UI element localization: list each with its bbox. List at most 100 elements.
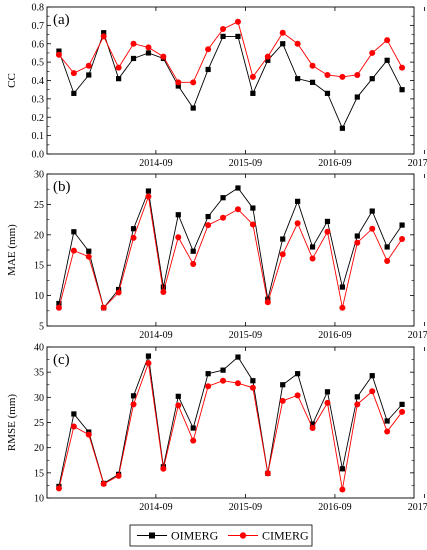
data-point-oimerg — [399, 401, 405, 407]
data-point-oimerg — [339, 284, 345, 290]
data-point-cimerg — [115, 472, 122, 479]
data-point-cimerg — [190, 437, 197, 444]
data-point-oimerg — [101, 30, 107, 36]
x-tick-label: 2017-09 — [408, 330, 427, 341]
data-point-oimerg — [145, 50, 152, 56]
legend-label-oimerg: OIMERG — [171, 529, 219, 543]
data-point-oimerg — [369, 208, 375, 214]
data-point-oimerg — [324, 90, 331, 96]
data-point-cimerg — [369, 49, 376, 56]
data-point-cimerg — [369, 225, 376, 232]
data-point-oimerg — [205, 213, 211, 220]
data-point-cimerg — [175, 79, 182, 86]
data-point-cimerg — [100, 33, 107, 40]
data-point-oimerg — [309, 421, 316, 427]
data-point-oimerg — [71, 411, 77, 417]
data-point-oimerg — [280, 236, 286, 242]
data-point-cimerg — [309, 425, 316, 432]
y-tick-label: 0.1 — [32, 131, 45, 142]
data-point-cimerg — [55, 51, 62, 58]
data-point-oimerg — [324, 389, 331, 395]
data-point-cimerg — [264, 53, 271, 60]
data-point-cimerg — [279, 251, 286, 258]
data-point-cimerg — [160, 53, 167, 60]
data-point-oimerg — [86, 72, 92, 78]
data-point-cimerg — [279, 29, 286, 36]
data-point-oimerg — [354, 394, 360, 400]
data-point-oimerg — [175, 83, 181, 89]
data-point-oimerg — [295, 371, 301, 377]
data-point-oimerg — [399, 222, 405, 228]
y-axis-label: MAE (mm) — [6, 224, 18, 276]
x-tick-label: 2016-09 — [318, 158, 351, 169]
x-tick-label: 2016-09 — [318, 502, 351, 513]
data-point-oimerg — [235, 185, 241, 191]
legend-label-cimerg: CIMERG — [262, 529, 309, 543]
data-point-cimerg — [399, 64, 406, 71]
panel-label: (c) — [53, 352, 70, 368]
panel-1: 0.0 0.1 0.2 0.3 0.4 0.5 0.6 0.7 0.8 2014-09 2015-0… — [6, 3, 427, 170]
data-point-cimerg — [309, 255, 316, 262]
plot-frame — [46, 6, 415, 155]
data-point-cimerg — [160, 465, 167, 472]
data-point-cimerg — [264, 299, 271, 306]
data-point-cimerg — [384, 37, 391, 44]
x-tick-label: 2014-09 — [139, 158, 172, 169]
data-point-oimerg — [324, 218, 331, 225]
data-point-cimerg — [175, 234, 182, 241]
data-point-cimerg — [249, 384, 256, 391]
data-point-cimerg — [190, 260, 197, 267]
data-point-cimerg — [234, 206, 241, 213]
data-point-cimerg — [294, 40, 301, 47]
data-point-oimerg — [369, 373, 375, 379]
legend-marker-cimerg — [239, 532, 247, 539]
x-tick-label: 2014-09 — [139, 502, 172, 513]
data-point-oimerg — [130, 55, 137, 62]
data-point-cimerg — [324, 399, 331, 406]
data-point-cimerg — [205, 383, 212, 390]
y-tick-label: 30 — [34, 170, 44, 181]
data-point-cimerg — [339, 73, 346, 80]
data-point-cimerg — [220, 214, 227, 221]
data-point-cimerg — [70, 70, 77, 77]
data-point-oimerg — [309, 79, 316, 85]
y-tick-label: 25 — [34, 200, 44, 211]
data-point-oimerg — [280, 41, 286, 47]
data-point-cimerg — [354, 71, 361, 78]
data-point-oimerg — [175, 212, 181, 218]
y-axis-label: CC — [6, 73, 18, 88]
data-point-oimerg — [116, 76, 122, 82]
x-tick-label: 2014-09 — [139, 330, 172, 341]
y-tick-label: 15 — [34, 261, 44, 272]
x-tick-label: 2017-09 — [408, 158, 427, 169]
data-point-cimerg — [234, 18, 241, 25]
panel-3: 10 15 20 25 30 35 40 2014-09 2015-09 2016-09 2017-… — [6, 343, 427, 514]
series-line-oimerg — [58, 187, 403, 309]
data-point-oimerg — [250, 90, 256, 96]
data-point-cimerg — [384, 428, 391, 435]
data-point-cimerg — [220, 377, 227, 384]
y-tick-label: 25 — [34, 418, 44, 429]
data-point-oimerg — [354, 233, 360, 239]
data-point-cimerg — [115, 64, 122, 71]
series-line-oimerg — [58, 355, 403, 487]
x-tick-label: 2017-09 — [408, 502, 427, 513]
x-tick-label: 2015-09 — [229, 158, 262, 169]
data-point-cimerg — [130, 234, 137, 241]
data-point-cimerg — [339, 486, 346, 493]
panels: 0.0 0.1 0.2 0.3 0.4 0.5 0.6 0.7 0.8 2014-09 2015-0… — [6, 3, 427, 514]
data-point-oimerg — [145, 188, 152, 194]
legend-marker-oimerg — [149, 532, 155, 539]
data-point-oimerg — [309, 244, 316, 250]
y-tick-label: 0.3 — [32, 94, 45, 105]
plot-frame — [46, 346, 415, 499]
data-point-cimerg — [324, 228, 331, 235]
data-point-oimerg — [265, 57, 271, 63]
data-point-oimerg — [145, 353, 152, 359]
panel-label: (b) — [53, 179, 71, 195]
y-tick-label: 0.6 — [32, 39, 45, 50]
data-point-cimerg — [264, 470, 271, 477]
series-line-cimerg — [58, 362, 403, 490]
data-point-oimerg — [235, 354, 241, 360]
y-tick-label: 0.5 — [32, 58, 45, 69]
